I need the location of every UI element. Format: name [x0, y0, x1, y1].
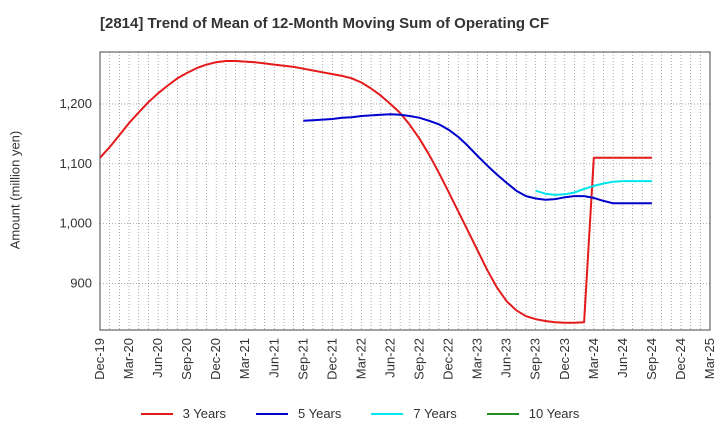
x-tick-label: Jun-20: [150, 338, 165, 378]
x-tick-label: Mar-20: [121, 338, 136, 379]
chart-title: [2814] Trend of Mean of 12-Month Moving …: [100, 15, 550, 32]
x-tick-label: Sep-22: [412, 338, 427, 380]
plot-frame: [99, 51, 711, 331]
y-tick-label: 1,000: [59, 216, 92, 231]
legend-label: 10 Years: [528, 406, 580, 421]
series-line-5-years: [303, 113, 652, 205]
x-tick-label: Mar-23: [470, 338, 485, 379]
y-tick-label: 900: [70, 275, 92, 290]
x-tick-label: Sep-21: [295, 338, 310, 380]
x-tick-label: Dec-19: [92, 338, 107, 380]
legend-item: 7 Years: [371, 406, 457, 421]
x-tick-label: Dec-24: [673, 338, 688, 380]
legend-swatch: [486, 412, 519, 415]
x-tick-label: Jun-24: [615, 338, 630, 378]
legend-item: 5 Years: [256, 406, 341, 421]
x-tick-label: Jun-22: [382, 338, 397, 378]
x-tick-label: Sep-23: [528, 338, 543, 380]
legend-item: 10 Years: [486, 406, 580, 421]
legend-label: 7 Years: [413, 406, 457, 421]
legend-item: 3 Years: [140, 406, 226, 421]
x-tick-label: Mar-22: [353, 338, 368, 379]
legend-swatch: [140, 412, 173, 415]
legend-swatch: [371, 412, 404, 415]
x-tick-label: Dec-21: [324, 338, 339, 380]
x-tick-label: Dec-20: [208, 338, 223, 380]
x-tick-label: Mar-21: [237, 338, 252, 379]
x-tick-label: Mar-25: [702, 338, 717, 379]
x-tick-label: Jun-23: [499, 338, 514, 378]
series-line-3-years: [100, 60, 652, 324]
x-tick-label: Sep-24: [644, 338, 659, 380]
legend-label: 5 Years: [298, 406, 342, 421]
series-line-7-years: [535, 180, 652, 196]
y-tick-label: 1,200: [59, 96, 92, 111]
legend-swatch: [256, 412, 288, 415]
plot-area: [100, 52, 710, 330]
y-tick-label: 1,100: [59, 156, 92, 171]
x-tick-label: Dec-23: [557, 338, 572, 380]
legend-label: 3 Years: [182, 406, 226, 421]
x-tick-label: Jun-21: [266, 338, 281, 378]
x-tick-label: Sep-20: [179, 338, 194, 380]
x-tick-label: Mar-24: [586, 338, 601, 379]
legend: 3 Years 5 Years 7 Years 10 Years: [0, 406, 720, 421]
x-tick-label: Dec-22: [441, 338, 456, 380]
